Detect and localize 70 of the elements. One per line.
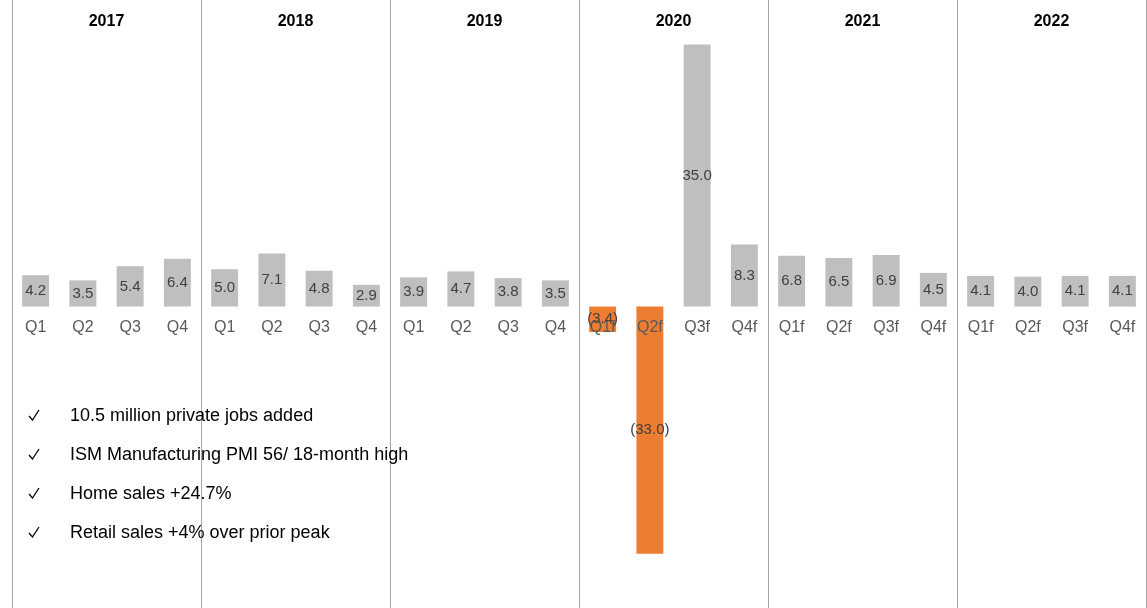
data-label: 4.1 [970,281,992,299]
x-tick-label: Q4f [731,317,758,335]
x-tick-label: Q4 [544,317,567,335]
x-tick-label: Q2f [1014,317,1042,335]
data-label: 7.1 [261,270,283,288]
text: 2020 [655,12,692,30]
text: 2022 [1033,12,1070,30]
data-label: 4.1 [1064,281,1086,299]
annotation: Home sales +24.7% [70,483,232,504]
bar [116,266,144,307]
bar [683,44,711,307]
annotation: ISM Manufacturing PMI 56/ 18-month high [70,444,409,465]
x-tick-label: Q1 [24,317,47,335]
data-label: 3.5 [544,283,566,301]
bar [967,275,995,307]
data-label: 35.0 [682,165,712,183]
data-label: 4.8 [308,278,330,296]
data-label: 5.4 [119,276,141,294]
x-tick-label: Q3 [497,317,519,335]
annotation: 10.5 million private jobs added [70,405,314,426]
data-label: 3.5 [72,283,94,301]
x-tick-label: Q2f [636,317,664,335]
x-tick-label: Q4 [355,317,378,335]
text: 2017 [88,12,125,30]
annotation: Retail sales +4% over prior peak [70,522,330,543]
bar [1108,275,1136,307]
bar [22,275,50,307]
x-tick-label: Q1f [778,317,806,335]
text: 2018 [277,12,314,30]
bar [919,272,947,307]
bar [730,244,758,307]
data-label: 6.4 [166,272,188,290]
bar [258,253,286,307]
data-label: 8.3 [733,265,755,283]
data-label: 4.5 [922,279,944,297]
x-tick-label: Q3f [1062,317,1089,335]
x-tick-label: Q1 [402,317,425,335]
bar [778,255,806,307]
data-label: 4.2 [25,281,47,298]
x-tick-label: Q1 [213,317,236,335]
x-tick-label: Q2 [261,317,283,335]
x-tick-label: Q3f [684,317,711,335]
bar [211,269,239,307]
x-tick-label: Q1f [967,317,995,335]
x-tick-label: Q3 [119,317,141,335]
x-tick-label: Q3f [873,317,900,335]
data-label: 6.9 [875,270,897,288]
bar [163,258,191,307]
x-tick-label: Q4f [1109,317,1136,335]
bar [447,271,475,307]
text: 2019 [466,12,503,30]
x-tick-label: Q2 [450,317,472,335]
data-label: 5.0 [214,278,236,296]
text: 2021 [844,12,881,30]
data-label: 3.8 [497,282,519,300]
data-label: 4.0 [1017,281,1039,299]
x-tick-label: Q2 [72,317,94,335]
bar [872,254,900,307]
x-tick-label: Q4f [920,317,947,335]
x-tick-label: Q2f [825,317,853,335]
x-tick-label: Q3 [308,317,330,335]
data-label: 4.7 [450,279,472,297]
data-label: 3.9 [403,282,425,300]
x-tick-label: Q4 [166,317,189,335]
data-label: 2.9 [355,285,377,303]
data-label: 6.8 [781,271,803,289]
data-label: 6.5 [828,272,850,290]
bar [825,257,853,307]
bar [1061,275,1089,307]
data-label: 4.1 [1111,281,1133,299]
